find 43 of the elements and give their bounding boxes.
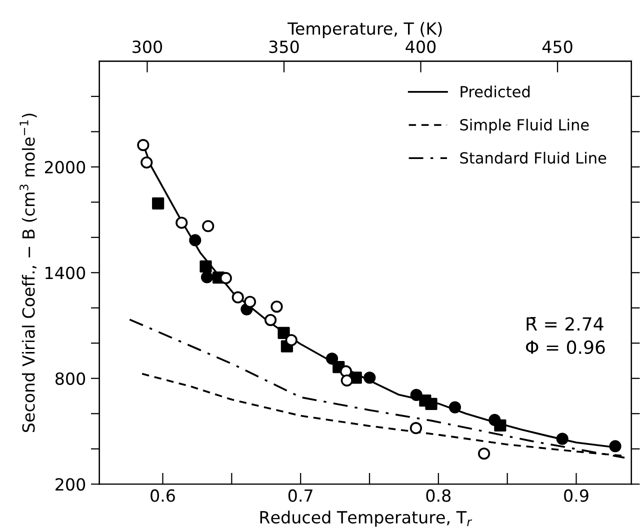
legend-label: Predicted bbox=[460, 86, 530, 98]
point bbox=[425, 398, 438, 410]
x-tick-label: 0.8 bbox=[426, 489, 451, 502]
y-tick-label: 200 bbox=[56, 478, 86, 491]
point bbox=[609, 440, 622, 452]
point bbox=[448, 401, 462, 414]
x-axis-title: Reduced Temperature, T$_{r}$ bbox=[260, 510, 472, 527]
point bbox=[364, 372, 376, 384]
y-tick-label: 1400 bbox=[46, 266, 86, 280]
point bbox=[137, 139, 150, 152]
x2-axis-title: Temperature, T (K) bbox=[288, 22, 442, 38]
point bbox=[232, 291, 244, 304]
y-axis-title: Second Virial Coeff., − B (cm$^{3}$ mole$^{−1}$) bbox=[20, 114, 37, 432]
point bbox=[202, 220, 214, 232]
x-tick-label: 0.6 bbox=[150, 489, 175, 502]
point bbox=[200, 260, 212, 273]
point bbox=[270, 300, 283, 313]
annotation: Φ = 0.96 bbox=[526, 340, 605, 354]
x2-tick-label: 400 bbox=[406, 40, 436, 54]
point bbox=[478, 448, 490, 460]
x2-tick-label: 350 bbox=[269, 40, 299, 54]
point bbox=[410, 422, 422, 434]
point bbox=[189, 234, 202, 246]
point bbox=[244, 296, 256, 308]
point bbox=[176, 216, 188, 229]
annotation: R̄ = 2.74 bbox=[526, 317, 604, 330]
x2-tick-label: 450 bbox=[542, 40, 572, 54]
x-tick-label: 0.7 bbox=[288, 489, 312, 502]
legend-label: Standard Fluid Line bbox=[460, 152, 606, 164]
legend-label: Simple Fluid Line bbox=[460, 118, 589, 134]
x2-tick-label: 300 bbox=[132, 40, 162, 54]
point bbox=[264, 314, 277, 326]
point bbox=[556, 432, 568, 445]
point bbox=[340, 374, 353, 387]
y-tick-label: 2000 bbox=[44, 160, 86, 174]
point bbox=[285, 334, 298, 346]
x-tick-label: 0.9 bbox=[564, 489, 588, 502]
point bbox=[140, 156, 153, 169]
point bbox=[200, 271, 214, 284]
y-tick-label: 800 bbox=[55, 372, 86, 385]
point bbox=[494, 419, 506, 432]
point bbox=[152, 197, 164, 210]
point bbox=[278, 326, 290, 339]
